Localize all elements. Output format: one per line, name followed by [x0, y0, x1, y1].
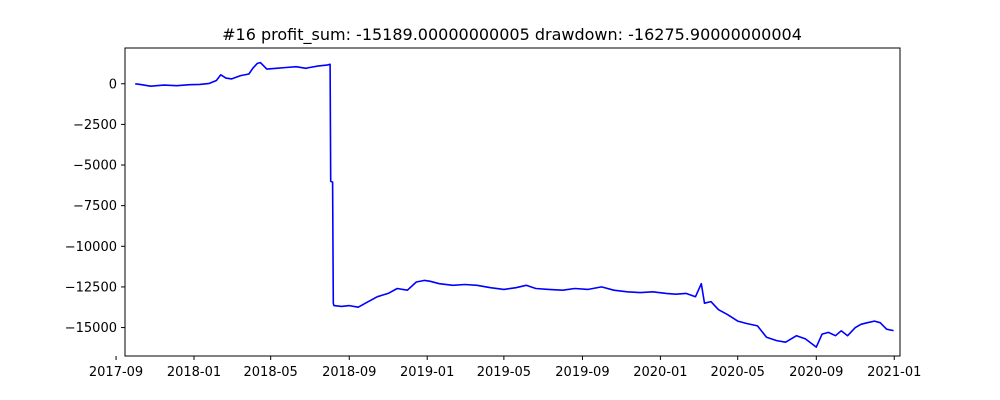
x-tick-label: 2019-09	[555, 365, 609, 380]
x-tick-label: 2018-09	[322, 365, 376, 380]
x-tick-label: 2018-05	[244, 365, 298, 380]
x-tick-label: 2019-05	[477, 365, 531, 380]
x-tick-label: 2019-01	[400, 365, 454, 380]
y-tick-label: −10000	[65, 240, 117, 255]
y-axis: 0 −2500 −5000 −7500 −10000 −12500 −15000	[65, 77, 125, 336]
y-tick-label: −5000	[73, 159, 117, 174]
y-tick-label: −2500	[73, 118, 117, 133]
plot-area	[135, 61, 894, 348]
y-tick-label: 0	[109, 77, 117, 92]
y-tick-label: −7500	[73, 199, 117, 214]
axes-frame	[124, 47, 901, 357]
x-axis: 2017-09 2018-01 2018-05 2018-09 2019-01 2019-…	[89, 356, 921, 380]
x-tick-label: 2017-09	[89, 365, 143, 380]
x-tick-label: 2018-01	[167, 365, 221, 380]
y-tick-label: −15000	[65, 321, 117, 336]
x-tick-label: 2020-05	[711, 365, 765, 380]
x-tick-label: 2020-01	[633, 365, 687, 380]
x-tick-label: 2021-01	[867, 365, 921, 380]
chart-title: #16 profit_sum: -15189.00000000005 drawd…	[222, 25, 802, 45]
y-tick-label: −12500	[65, 280, 117, 295]
x-tick-label: 2020-09	[789, 365, 843, 380]
series-line	[135, 61, 894, 348]
